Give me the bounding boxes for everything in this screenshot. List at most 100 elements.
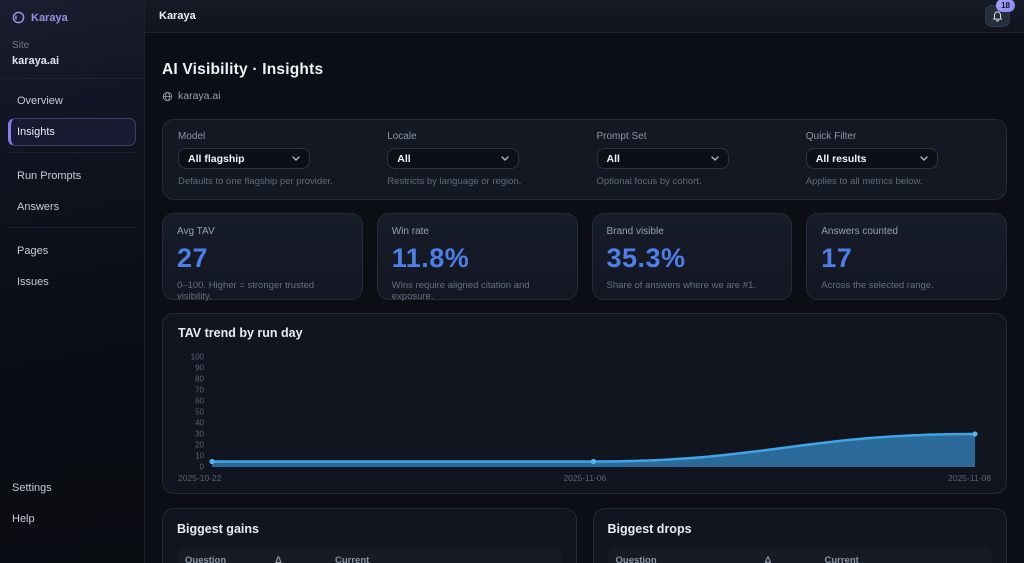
sidebar-item-answers[interactable]: Answers	[17, 201, 60, 213]
selected-value: All	[606, 152, 620, 165]
column-header-delta: Δ	[764, 555, 772, 563]
chevron-down-icon	[292, 156, 300, 161]
biggest-gains-card: Biggest gains Question Δ Current	[162, 508, 577, 563]
x-axis-label: 2025-11-06	[563, 473, 607, 483]
selected-value: All flagship	[188, 152, 245, 165]
column-header-current: Current	[335, 555, 370, 563]
table-title: Biggest drops	[607, 522, 692, 536]
metric-value: 17	[821, 243, 853, 273]
svg-text:70: 70	[195, 386, 204, 395]
selected-value: All	[397, 152, 411, 165]
sidebar-item-insights[interactable]: Insights	[8, 118, 136, 146]
filter-description: Applies to all metrics below.	[805, 176, 923, 187]
topbar-title: Karaya	[159, 10, 196, 22]
chevron-down-icon	[710, 156, 719, 161]
site-label: Site	[12, 40, 30, 51]
notification-count-badge[interactable]: 18	[996, 0, 1015, 12]
circle-mark-icon	[12, 11, 25, 24]
filter-locale: Locale All Restricts by language or regi…	[387, 131, 572, 187]
filter-prompt-set: Prompt Set All Optional focus by cohort.	[596, 131, 782, 187]
site-row: karaya.ai	[162, 90, 1007, 102]
x-axis-label: 2025-10-22	[178, 473, 222, 483]
model-select[interactable]: All flagship	[178, 148, 310, 169]
filter-description: Defaults to one flagship per provider.	[178, 176, 333, 187]
chevron-down-icon	[920, 156, 928, 161]
svg-text:10: 10	[195, 452, 204, 461]
chevron-down-icon	[501, 156, 509, 161]
prompt-set-select[interactable]: All	[596, 148, 729, 169]
metric-description: Wins require aligned citation and exposu…	[391, 280, 530, 302]
metric-avg-tav: Avg TAV 27 0–100. Higher = stronger trus…	[162, 213, 363, 302]
svg-text:100: 100	[191, 353, 205, 362]
bottom-tables: Biggest gains Question Δ Current Biggest…	[162, 508, 1007, 563]
metric-label: Brand visible	[606, 226, 664, 237]
tav-trend-card: TAV trend by run day 0 10 20 30 40 50 60 70 80 90…	[162, 313, 1007, 494]
metric-description: 0–100. Higher = stronger trusted visibil…	[177, 280, 315, 302]
svg-text:90: 90	[195, 364, 204, 373]
sidebar-divider	[8, 152, 136, 153]
metric-win-rate: Win rate 11.8% Wins require aligned cita…	[376, 213, 578, 302]
sidebar-item-pages[interactable]: Pages	[17, 245, 49, 257]
sidebar-item-overview[interactable]: Overview	[17, 95, 63, 107]
filter-label: Quick Filter	[805, 131, 857, 142]
svg-text:50: 50	[195, 408, 204, 417]
table-header-row: Question Δ Current	[177, 548, 562, 563]
filter-description: Optional focus by cohort.	[596, 176, 702, 187]
brand-name: Karaya	[31, 11, 68, 24]
sidebar-divider	[1, 78, 143, 79]
filters-panel: Model All flagship Defaults to one flags…	[162, 119, 1007, 200]
metric-cards: Avg TAV 27 0–100. Higher = stronger trus…	[162, 213, 1007, 302]
brand-logo[interactable]: Karaya	[0, 0, 144, 24]
tav-trend-area-chart: 0 10 20 30 40 50 60 70 80 90 100	[191, 353, 978, 472]
quick-filter-select[interactable]: All results	[805, 148, 938, 169]
filter-label: Locale	[387, 131, 417, 142]
metric-label: Avg TAV	[177, 226, 215, 237]
sidebar-divider	[8, 227, 136, 228]
chart-title: TAV trend by run day	[178, 326, 303, 340]
filter-quick: Quick Filter All results Applies to all …	[805, 131, 991, 187]
svg-text:60: 60	[195, 397, 204, 406]
locale-select[interactable]: All	[387, 148, 520, 169]
sidebar-item-issues[interactable]: Issues	[17, 276, 49, 288]
metric-value: 27	[177, 243, 209, 273]
site-value: karaya.ai	[12, 55, 60, 67]
filter-label: Prompt Set	[596, 131, 647, 142]
metric-description: Across the selected range.	[821, 280, 934, 291]
x-axis-label: 2025-11-08	[948, 473, 991, 483]
bell-icon	[992, 10, 1003, 23]
metric-value: 11.8%	[391, 243, 470, 273]
metric-answers-counted: Answers counted 17 Across the selected r…	[806, 213, 1007, 300]
svg-text:80: 80	[195, 375, 204, 384]
sidebar: Karaya Site karaya.ai Overview Insights …	[0, 0, 145, 563]
page-content: AI Visibility · Insights karaya.ai Model…	[145, 61, 1024, 563]
main-area: Karaya 18 AI Visibility · Insights karay…	[145, 0, 1024, 563]
column-header-question: Question	[615, 555, 657, 563]
globe-icon	[162, 91, 173, 102]
svg-text:0: 0	[200, 463, 205, 472]
metric-label: Win rate	[391, 226, 429, 237]
filter-description: Restricts by language or region.	[387, 176, 522, 187]
metric-brand-visible: Brand visible 35.3% Share of answers whe…	[591, 213, 793, 300]
table-header-row: Question Δ Current	[607, 548, 992, 563]
column-header-question: Question	[185, 555, 227, 563]
column-header-delta: Δ	[275, 555, 282, 563]
x-axis-labels: 2025-10-22 2025-11-06 2025-11-08	[178, 473, 991, 483]
metric-label: Answers counted	[821, 226, 898, 237]
sidebar-footer: Settings Help	[0, 482, 144, 563]
notifications: 18	[985, 0, 1015, 27]
page-title: AI Visibility · Insights	[162, 61, 324, 78]
biggest-drops-card: Biggest drops Question Δ Current	[592, 508, 1007, 563]
site-domain: karaya.ai	[178, 90, 221, 102]
svg-text:30: 30	[195, 430, 204, 439]
selected-value: All results	[815, 152, 867, 165]
column-header-current: Current	[824, 555, 859, 563]
filter-label: Model	[178, 131, 206, 142]
sidebar-nav: Overview Insights Run Prompts Answers Pa…	[0, 79, 144, 299]
sidebar-item-settings[interactable]: Settings	[12, 482, 52, 494]
sidebar-item-help[interactable]: Help	[12, 513, 35, 525]
metric-value: 35.3%	[606, 243, 686, 273]
svg-text:20: 20	[195, 441, 204, 450]
filter-model: Model All flagship Defaults to one flags…	[178, 131, 363, 187]
topbar: Karaya 18	[145, 0, 1024, 33]
sidebar-item-run-prompts[interactable]: Run Prompts	[17, 170, 82, 182]
